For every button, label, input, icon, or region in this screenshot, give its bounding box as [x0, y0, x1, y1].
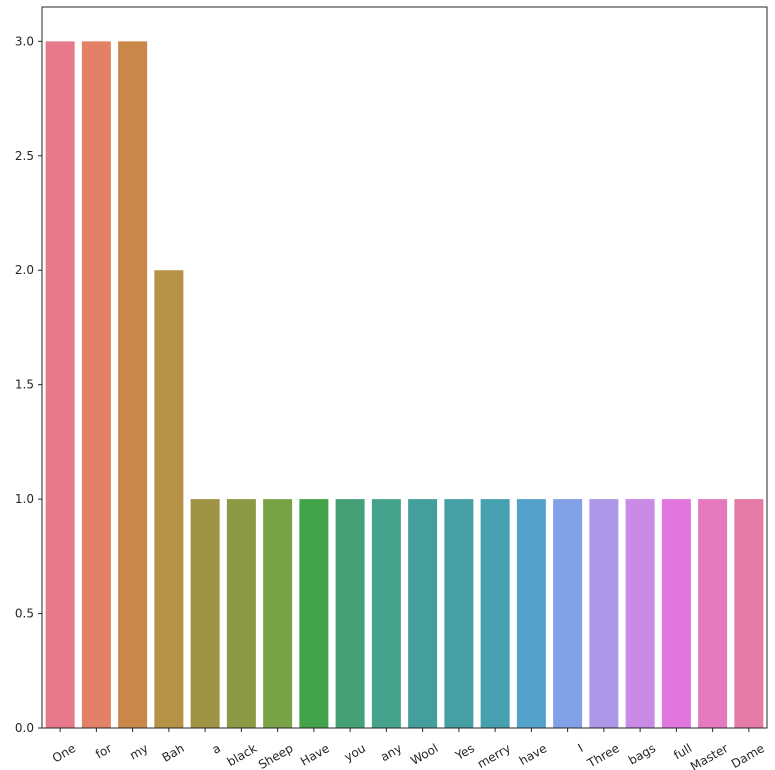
x-tick-label-my: my: [127, 741, 150, 763]
plot-frame: [41, 6, 768, 729]
x-tick-label-black: black: [225, 741, 260, 769]
y-tick-label: 0.5: [15, 607, 34, 621]
x-tick-label-one: One: [50, 741, 78, 765]
y-tick-label: 2.0: [15, 263, 34, 277]
x-tick-label-wool: Wool: [408, 741, 440, 768]
bar-three: [589, 499, 619, 728]
x-tick-label-i: I: [575, 741, 585, 755]
x-tick-label-three: Three: [584, 741, 622, 770]
bar-have: [299, 499, 329, 728]
x-tick-label-sheep: Sheep: [256, 741, 296, 770]
bar-a: [190, 499, 220, 728]
x-tick-label-bah: Bah: [160, 741, 187, 765]
x-tick-label-any: any: [378, 741, 404, 764]
x-tick-label-master: Master: [688, 741, 731, 770]
x-tick-label-have: have: [517, 741, 550, 768]
y-tick-label: 1.5: [15, 378, 34, 392]
bar-have: [516, 499, 546, 728]
bars-group: [45, 41, 764, 729]
bar-bags: [625, 499, 655, 728]
bar-sheep: [263, 499, 293, 728]
bar-my: [118, 41, 148, 729]
y-axis: 0.0 0.5 1.0 1.5 2.0 2.5 3.0: [15, 34, 42, 735]
x-tick-label-a: a: [210, 741, 223, 757]
x-tick-label-dame: Dame: [729, 741, 767, 770]
x-tick-label-yes: Yes: [452, 741, 477, 763]
bar-merry: [480, 499, 510, 728]
bar-full: [661, 499, 691, 728]
x-tick-label-merry: merry: [475, 741, 513, 770]
bar-master: [698, 499, 728, 728]
x-tick-label-bags: bags: [626, 741, 658, 768]
x-tick-label-you: you: [342, 741, 368, 764]
bar-any: [371, 499, 401, 728]
y-tick-label: 1.0: [15, 492, 34, 506]
x-tick-label-have: Have: [298, 741, 332, 769]
bar-you: [335, 499, 365, 728]
bar-one: [45, 41, 75, 729]
y-tick-label: 2.5: [15, 149, 34, 163]
y-tick-label: 0.0: [15, 721, 34, 735]
bar-yes: [444, 499, 474, 728]
bar-for: [81, 41, 111, 729]
bar-i: [553, 499, 583, 728]
bar-wool: [408, 499, 438, 728]
bar-dame: [734, 499, 764, 728]
y-tick-label: 3.0: [15, 34, 34, 48]
x-tick-label-for: for: [93, 741, 114, 761]
bar-black: [226, 499, 256, 728]
bar-bah: [154, 270, 184, 728]
